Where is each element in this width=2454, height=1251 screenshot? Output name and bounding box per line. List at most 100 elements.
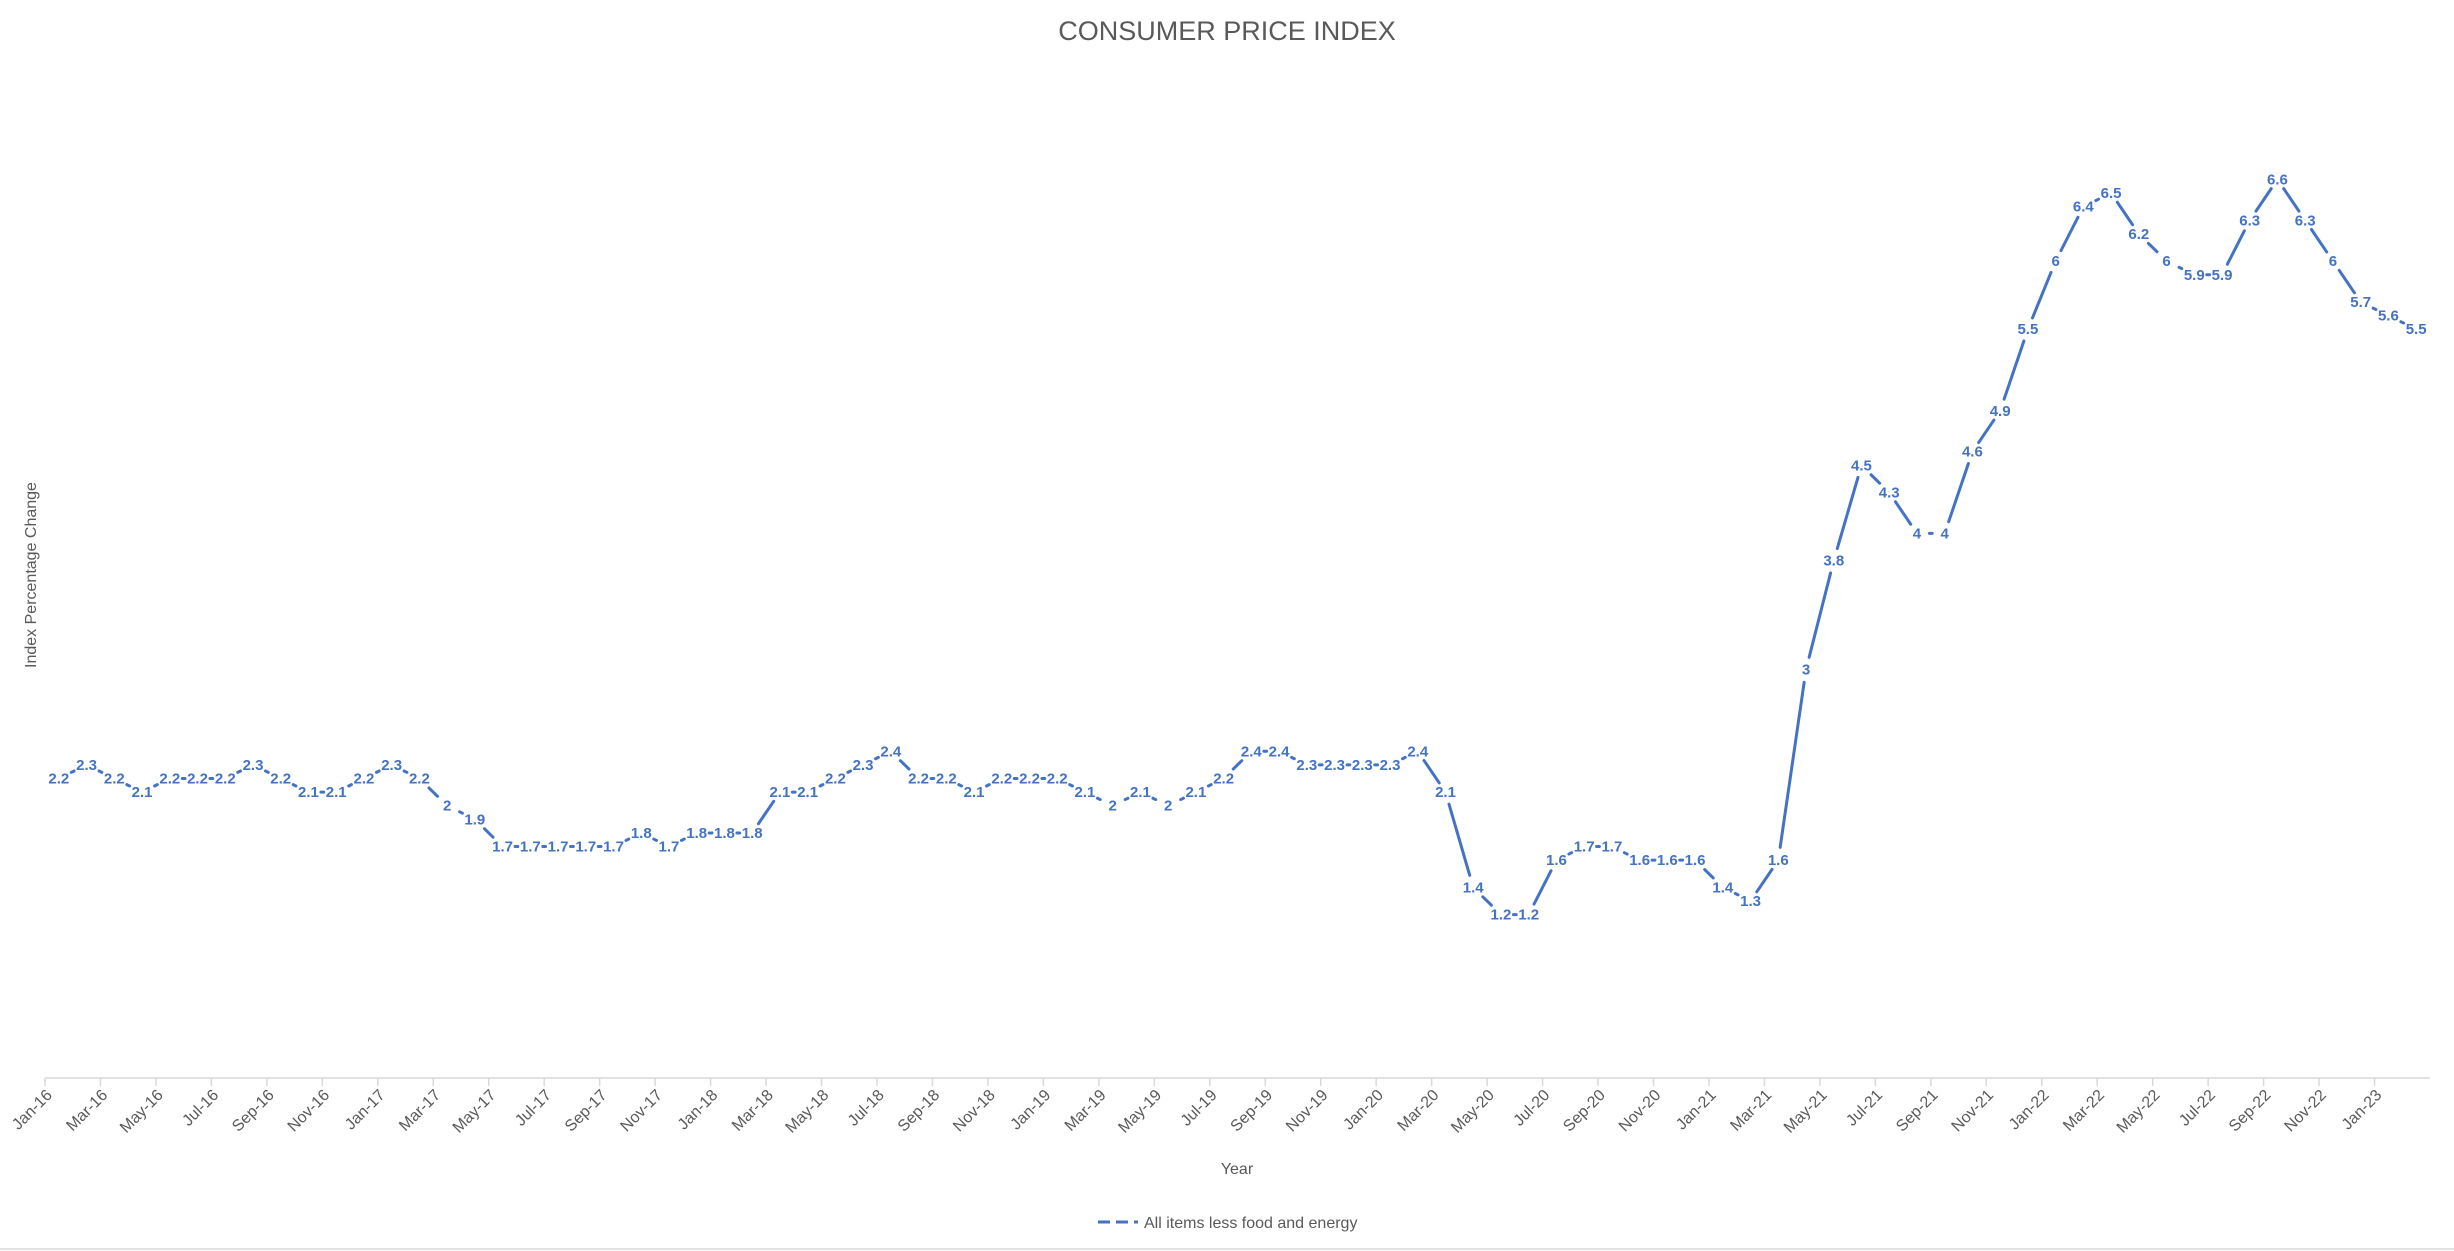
data-label: 2.2 <box>1047 770 1068 787</box>
legend-label: All items less food and energy <box>1144 1215 1357 1232</box>
series-segment <box>2177 265 2184 271</box>
x-tick-label: May-18 <box>783 1087 833 1137</box>
x-tick-label: Jan-21 <box>1673 1087 1720 1134</box>
data-label: 1.6 <box>1685 852 1706 869</box>
data-label: 2.3 <box>76 757 97 774</box>
series-segment <box>153 783 159 788</box>
series-segment <box>985 783 991 788</box>
series-segment <box>1290 755 1296 761</box>
data-label: 5.9 <box>2212 267 2233 284</box>
data-label: 1.7 <box>520 839 541 856</box>
data-label: 3.8 <box>1823 553 1844 570</box>
x-tick-label: May-22 <box>2114 1087 2164 1137</box>
data-label: 2.1 <box>769 784 790 801</box>
data-label: 2.3 <box>853 757 874 774</box>
data-label: 1.7 <box>548 839 569 856</box>
x-axis-ticks <box>44 1078 2376 1086</box>
data-label: 6.2 <box>2128 226 2149 243</box>
series-segment <box>1068 783 1074 788</box>
data-label: 1.6 <box>1657 852 1678 869</box>
data-label: 2.4 <box>1269 743 1291 760</box>
data-label: 2.1 <box>964 784 985 801</box>
data-label: 3 <box>1802 662 1810 679</box>
data-label: 2 <box>443 798 451 815</box>
series-segment <box>97 769 104 774</box>
data-label: 5.9 <box>2184 267 2205 284</box>
data-label: 6.5 <box>2101 185 2122 202</box>
data-label: 2.2 <box>353 770 374 787</box>
series-segment <box>2309 227 2329 254</box>
data-label: 4 <box>1941 525 1950 542</box>
x-tick-label: Mar-22 <box>2060 1087 2108 1135</box>
data-label: 1.4 <box>1463 879 1485 896</box>
data-label: 5.6 <box>2378 308 2399 325</box>
data-label: 1.7 <box>603 839 624 856</box>
x-tick-label: Sep-22 <box>2226 1087 2275 1136</box>
data-label: 4.9 <box>1990 403 2011 420</box>
series-segment <box>1835 475 1860 551</box>
x-tick-label: Mar-20 <box>1395 1087 1443 1135</box>
data-label: 2 <box>1109 798 1117 815</box>
series-segment <box>1977 418 1996 445</box>
data-label: 2.2 <box>187 770 208 787</box>
data-label: 5.5 <box>2017 321 2038 338</box>
data-label: 5.5 <box>2406 321 2427 338</box>
y-axis-title: Index Percentage Change <box>23 482 40 668</box>
data-label: 2.2 <box>1213 770 1234 787</box>
series-segment <box>2254 187 2273 213</box>
series-segment <box>482 827 495 839</box>
x-tick-label: Jan-22 <box>2006 1087 2053 1134</box>
x-tick-label: Nov-20 <box>1616 1087 1665 1136</box>
data-label: 2.3 <box>1352 757 1373 774</box>
data-label: 2.3 <box>1296 757 1317 774</box>
x-tick-label: Sep-18 <box>895 1087 944 1136</box>
series-segment <box>291 783 298 788</box>
data-label: 1.3 <box>1740 893 1761 910</box>
data-label: 2.3 <box>243 757 264 774</box>
x-tick-label: Jul-19 <box>1178 1087 1221 1130</box>
series-segment <box>1733 892 1740 897</box>
x-tick-label: Nov-17 <box>617 1087 666 1136</box>
data-label: 1.8 <box>631 825 652 842</box>
series-segment <box>2059 215 2080 253</box>
data-labels: 2.2 2.3 2.2 2.1 2.2 2.2 2.2 2.3 2.2 2.1 2.1 2.2 2.3 2… <box>48 171 2426 923</box>
series-segment <box>1179 796 1185 802</box>
series-segment <box>1151 796 1158 802</box>
data-label: 6.3 <box>2295 212 2316 229</box>
series-segment <box>1755 867 1774 894</box>
data-label: 2.2 <box>991 770 1012 787</box>
data-label: 5.7 <box>2350 294 2371 311</box>
series-segment <box>1422 758 1441 785</box>
x-tick-label: Jan-23 <box>2339 1087 2386 1134</box>
x-tick-label: Sep-21 <box>1893 1087 1942 1136</box>
x-tick-label: Jul-21 <box>1843 1087 1886 1130</box>
series-segment <box>1123 796 1130 802</box>
data-label: 2.2 <box>825 770 846 787</box>
series-segment <box>374 769 381 774</box>
x-tick-label: May-21 <box>1781 1087 1831 1137</box>
data-label: 2.1 <box>326 784 347 801</box>
data-label: 2.3 <box>381 757 402 774</box>
series-segment <box>427 786 440 798</box>
data-label: 2.2 <box>48 770 69 787</box>
x-tick-label: May-16 <box>117 1087 167 1137</box>
series-segment <box>2399 320 2406 325</box>
series-segment <box>756 799 776 826</box>
data-label: 2.1 <box>1130 784 1151 801</box>
data-label: 1.8 <box>714 825 735 842</box>
data-label: 1.7 <box>1601 839 1622 856</box>
series-segment <box>679 837 686 842</box>
x-tick-label: Nov-21 <box>1949 1087 1998 1136</box>
data-label: 1.7 <box>492 839 513 856</box>
x-tick-label: Jan-18 <box>675 1087 722 1134</box>
series-segment <box>1095 796 1102 802</box>
legend: All items less food and energy <box>1098 1215 1357 1232</box>
data-label: 1.7 <box>575 839 596 856</box>
x-tick-label: Jan-17 <box>342 1087 389 1134</box>
data-label: 2.1 <box>1185 784 1206 801</box>
x-axis-title: Year <box>1221 1161 1254 1178</box>
data-label: 6.4 <box>2073 199 2095 216</box>
series-segment <box>458 810 464 815</box>
x-tick-label: Sep-19 <box>1228 1087 1277 1136</box>
data-label: 1.9 <box>464 811 485 828</box>
